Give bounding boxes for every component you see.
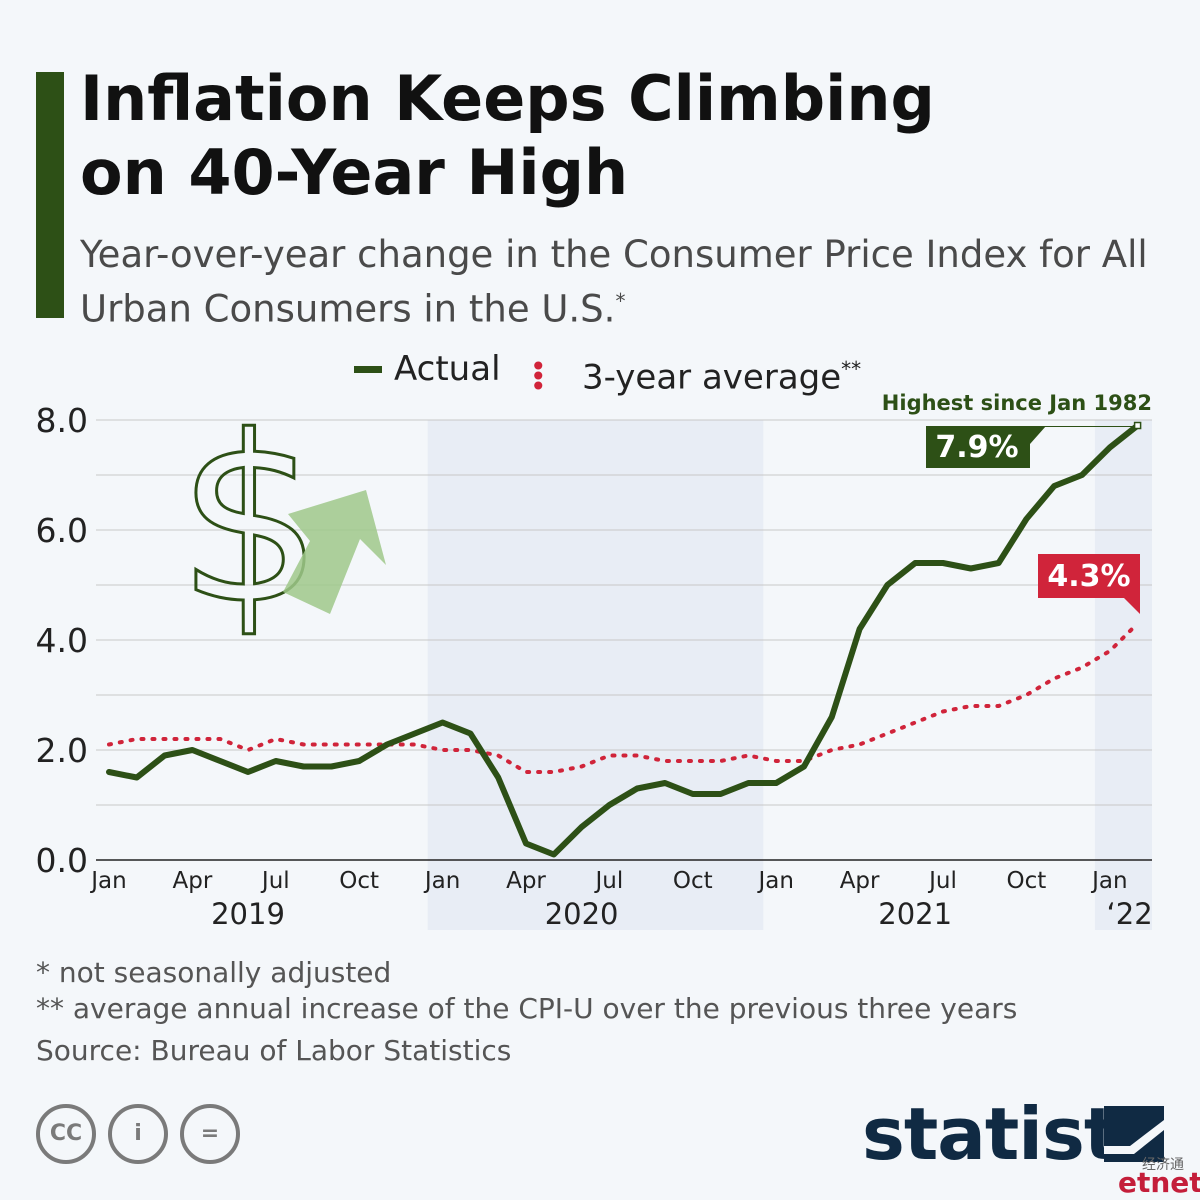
y-tick-label: 4.0: [36, 621, 88, 660]
callout-box-actual: [926, 426, 1046, 468]
shaded-period-0: [427, 420, 764, 930]
callout-box-average: [1038, 554, 1140, 614]
callout-average-value: 4.3%: [1047, 559, 1130, 594]
legend-label-average: 3-year average**: [582, 348, 861, 398]
y-tick-label: 2.0: [36, 731, 88, 770]
statista-mark-icon: [1104, 1106, 1164, 1162]
x-tick-label: Apr: [506, 868, 546, 894]
x-year-label: 2021: [878, 897, 952, 931]
up-arrow-icon: [283, 490, 386, 614]
series-line-actual: [106, 422, 1141, 858]
callout-actual-value: 7.9%: [935, 430, 1018, 465]
y-tick-label: 8.0: [36, 401, 88, 440]
x-tick-label: Jul: [260, 868, 290, 894]
chart-title-line2: on 40-Year High: [80, 136, 629, 209]
y-tick-label: 6.0: [36, 511, 88, 550]
peak-annotation: Highest since Jan 1982: [882, 391, 1152, 415]
no-derivatives-icon[interactable]: =: [180, 1104, 240, 1164]
chart-title-line1: Inflation Keeps Climbing: [80, 62, 935, 135]
legend-label-actual: Actual: [394, 349, 501, 389]
x-tick-label: Oct: [339, 868, 379, 894]
x-tick-label: Apr: [173, 868, 213, 894]
legend-swatch-actual: [354, 366, 382, 373]
source-note: Source: Bureau of Labor Statistics: [36, 1034, 512, 1067]
legend-label-average-text: 3-year average: [582, 357, 842, 398]
shaded-period-1: [1094, 420, 1152, 930]
series-line-3-year-average: [107, 621, 1140, 774]
legend: Actual • • • 3-year average**: [0, 348, 1200, 401]
decorative-icons: $: [175, 387, 386, 657]
watermark-etnet: etnet: [1118, 1166, 1200, 1199]
x-tick-label: Jan: [1090, 868, 1127, 894]
x-tick-label: Jan: [756, 868, 793, 894]
watermark-cn: 经济通: [1142, 1157, 1184, 1173]
x-tick-label: Oct: [673, 868, 713, 894]
x-tick-label: Jul: [594, 868, 624, 894]
chart-subtitle-text: Year-over-year change in the Consumer Pr…: [80, 233, 1148, 331]
y-tick-label: 0.0: [36, 841, 88, 880]
x-year-label: 2020: [545, 897, 619, 931]
subtitle-footnote-mark: *: [615, 289, 626, 313]
peak-marker: [1133, 421, 1142, 430]
chart-title: Inflation Keeps Climbing on 40-Year High: [80, 62, 935, 210]
legend-label-average-mark: **: [841, 357, 862, 381]
x-tick-label: Jan: [423, 868, 460, 894]
x-year-label: 2019: [211, 897, 285, 931]
creative-commons-icon[interactable]: CC: [36, 1104, 96, 1164]
x-tick-label: Jan: [89, 868, 126, 894]
x-tick-label: Jul: [927, 868, 957, 894]
x-year-label: ‘22: [1107, 897, 1153, 931]
accent-bar: [36, 72, 64, 318]
attribution-icon[interactable]: i: [108, 1104, 168, 1164]
chart-subtitle: Year-over-year change in the Consumer Pr…: [80, 232, 1160, 332]
footnote-not-seasonally-adjusted: * not seasonally adjusted: [36, 956, 392, 989]
x-tick-label: Oct: [1007, 868, 1047, 894]
footnote-three-year-average: ** average annual increase of the CPI-U …: [36, 992, 1018, 1025]
x-tick-label: Apr: [840, 868, 880, 894]
